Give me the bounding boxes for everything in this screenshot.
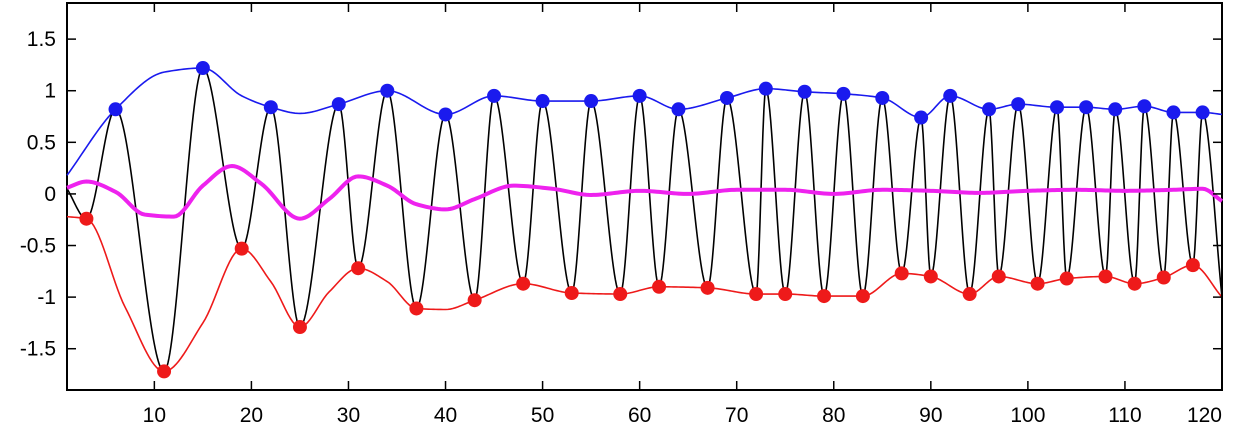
x-tick-label: 70: [725, 404, 748, 427]
maximum-marker: [1166, 105, 1181, 120]
signal-line: [66, 67, 1223, 373]
y-tick-label: -1.5: [20, 338, 56, 361]
y-tick-label: 0: [44, 183, 56, 206]
minimum-marker: [234, 241, 249, 256]
minimum-marker: [700, 280, 715, 295]
minimum-marker: [855, 289, 870, 304]
minimum-marker: [564, 285, 579, 300]
minimum-marker: [1098, 269, 1113, 284]
minimum-marker: [79, 211, 94, 226]
minimum-marker: [923, 269, 938, 284]
maximum-marker: [758, 81, 773, 96]
maximum-marker: [438, 107, 453, 122]
minimum-marker: [1059, 271, 1074, 286]
maximum-marker: [797, 84, 812, 99]
maximum-marker: [914, 110, 929, 125]
marker-layer: [79, 61, 1210, 379]
y-tick-label: 1: [44, 80, 56, 103]
minimum-marker: [157, 364, 172, 379]
maximum-marker: [632, 88, 647, 103]
maximum-marker: [1050, 100, 1064, 115]
y-tick-label: -1: [37, 286, 56, 309]
minimum-marker: [894, 266, 909, 281]
maximum-marker: [263, 100, 278, 115]
maximum-marker: [1011, 97, 1026, 112]
minimum-marker: [749, 287, 764, 302]
maximum-marker: [875, 90, 890, 105]
y-tick-label: 0.5: [27, 131, 56, 154]
maximum-marker: [943, 88, 958, 103]
x-tick-label: 40: [434, 404, 457, 427]
x-tick-label: 80: [822, 404, 845, 427]
maximum-marker: [1195, 105, 1210, 120]
plot-area-frame: [66, 2, 1223, 391]
maximum-marker: [1108, 102, 1123, 117]
minimum-marker: [1156, 270, 1171, 285]
x-tick-label: 110: [1108, 404, 1141, 427]
minimum-marker: [1185, 258, 1200, 273]
maximum-marker: [982, 102, 997, 117]
y-tick-label: 1.5: [27, 28, 56, 51]
maximum-marker: [1137, 99, 1152, 114]
lower-envelope-line: [66, 215, 1223, 373]
maximum-marker: [195, 61, 210, 76]
x-tick-label: 120: [1187, 404, 1222, 427]
maximum-marker: [108, 102, 123, 117]
x-tick-label: 50: [531, 404, 554, 427]
x-tick-label: 90: [919, 404, 942, 427]
x-tick-label: 30: [337, 404, 360, 427]
x-tick-label: 20: [240, 404, 263, 427]
y-tick-label: -0.5: [20, 235, 56, 258]
maximum-marker: [671, 102, 686, 117]
x-tick-label: 60: [628, 404, 651, 427]
maximum-marker: [535, 94, 550, 109]
axis-layer: 10 20 30 40 50 60 70 80 90 100 110 120 1.5 1 0.5 0 -0.5 -…: [20, 3, 1223, 427]
maximum-marker: [836, 86, 851, 101]
minimum-marker: [292, 320, 307, 335]
x-tick-label: 100: [1010, 404, 1045, 427]
minimum-marker: [991, 269, 1006, 284]
minimum-marker: [1030, 276, 1045, 291]
minimum-marker: [817, 289, 832, 304]
minimum-marker: [467, 293, 482, 308]
minimum-marker: [1127, 276, 1142, 291]
minimum-marker: [409, 301, 424, 316]
x-tick-label: 10: [143, 404, 166, 427]
minimum-marker: [351, 261, 366, 276]
maximum-marker: [584, 94, 599, 109]
minimum-marker: [778, 287, 793, 302]
maximum-marker: [487, 88, 502, 103]
maximum-marker: [331, 97, 346, 112]
maximum-marker: [720, 90, 734, 105]
minimum-marker: [613, 287, 628, 302]
maximum-marker: [1079, 100, 1094, 115]
minimum-marker: [652, 279, 667, 294]
minimum-marker: [962, 287, 977, 302]
minimum-marker: [516, 276, 531, 291]
mean-envelope-line: [66, 164, 1224, 221]
maximum-marker: [380, 83, 395, 98]
